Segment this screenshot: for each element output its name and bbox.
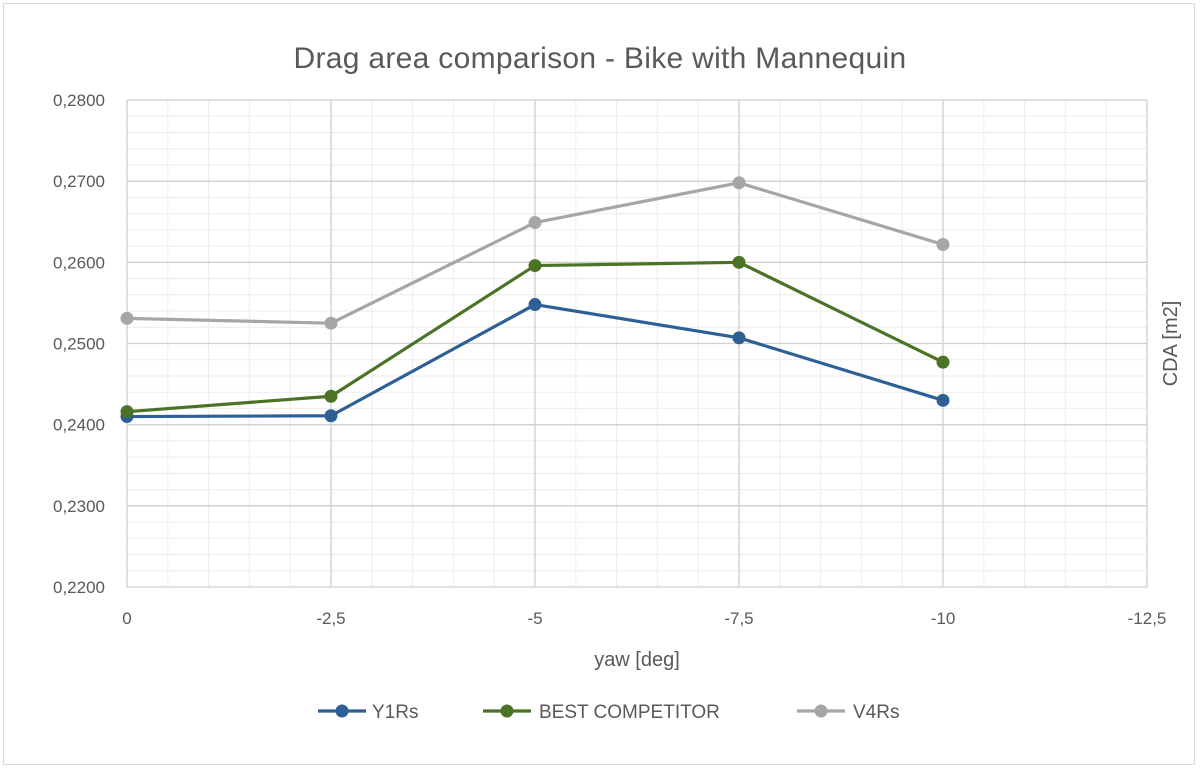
data-point xyxy=(528,298,542,312)
x-tick-label: -10 xyxy=(931,609,956,628)
x-tick-label: 0 xyxy=(122,609,131,628)
legend-label: Y1Rs xyxy=(372,702,418,723)
data-point xyxy=(120,405,134,419)
data-point xyxy=(732,255,746,269)
data-point xyxy=(324,316,338,330)
series-lines xyxy=(120,176,950,424)
y-axis-title: CDA [m2] xyxy=(1160,301,1182,387)
series-best-competitor xyxy=(120,255,950,419)
data-point xyxy=(120,311,134,325)
legend: Y1Rs BEST COMPETITOR V4Rs xyxy=(318,702,899,723)
x-tick-labels: 0 -2,5 -5 -7,5 -10 -12,5 xyxy=(122,609,1166,628)
data-point xyxy=(732,176,746,190)
y-tick-label: 0,2700 xyxy=(53,172,105,191)
y-tick-label: 0,2800 xyxy=(53,91,105,110)
legend-label: BEST COMPETITOR xyxy=(539,702,720,723)
y-tick-label: 0,2400 xyxy=(53,416,105,435)
data-point xyxy=(732,331,746,345)
y-tick-label: 0,2600 xyxy=(53,253,105,272)
y-tick-label: 0,2300 xyxy=(53,497,105,516)
major-gridlines xyxy=(126,99,1148,588)
x-tick-label: -5 xyxy=(527,609,542,628)
y-tick-label: 0,2500 xyxy=(53,335,105,354)
legend-item: BEST COMPETITOR xyxy=(483,702,720,723)
x-tick-label: -7,5 xyxy=(724,609,753,628)
legend-label: V4Rs xyxy=(853,702,899,723)
legend-item: Y1Rs xyxy=(318,702,418,723)
data-point xyxy=(936,393,950,407)
data-point xyxy=(528,216,542,230)
chart-title: Drag area comparison - Bike with Mannequ… xyxy=(293,42,907,75)
data-point xyxy=(936,355,950,369)
chart-frame xyxy=(3,3,1195,765)
data-point xyxy=(936,237,950,251)
data-point xyxy=(324,389,338,403)
series-v4rs xyxy=(120,176,950,330)
y-tick-labels: 0,2200 0,2300 0,2400 0,2500 0,2600 0,2700 0,28… xyxy=(53,91,105,597)
x-tick-label: -12,5 xyxy=(1128,609,1167,628)
legend-swatch-marker xyxy=(500,704,514,718)
legend-item: V4Rs xyxy=(797,702,899,723)
data-point xyxy=(324,409,338,423)
legend-swatch-marker xyxy=(814,704,828,718)
legend-swatch-marker xyxy=(335,704,349,718)
x-axis-title: yaw [deg] xyxy=(594,649,680,671)
y-tick-label: 0,2200 xyxy=(53,578,105,597)
data-point xyxy=(528,259,542,273)
x-tick-label: -2,5 xyxy=(316,609,345,628)
